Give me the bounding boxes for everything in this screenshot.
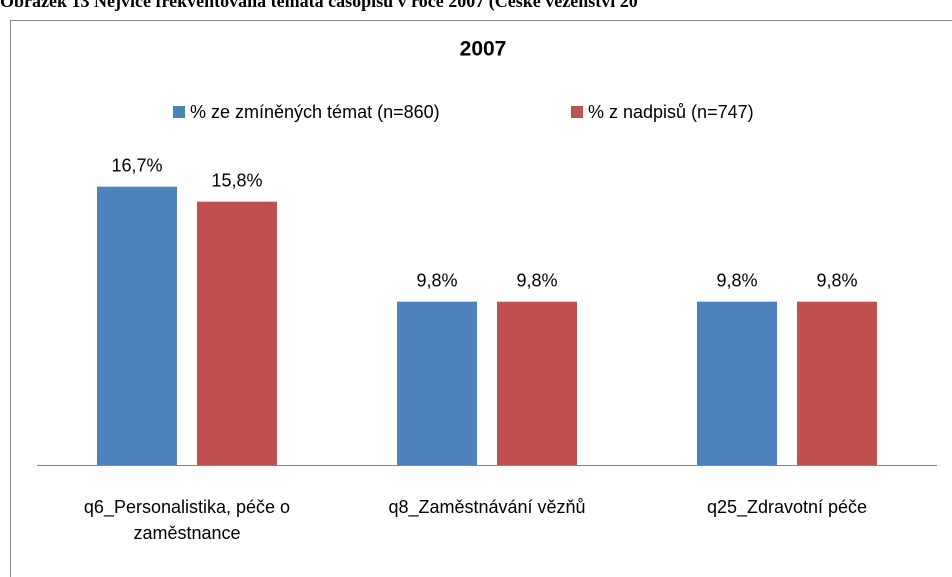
bar: [397, 301, 477, 465]
data-label: 9,8%: [416, 270, 457, 290]
legend-swatch: [571, 106, 583, 118]
legend-label: % z nadpisů (n=747): [588, 102, 754, 122]
caption: Obrázek 13 Nejvíce frekventovaná témata …: [0, 0, 638, 11]
bar: [97, 186, 177, 465]
chart-title: 2007: [460, 38, 507, 61]
bar: [197, 201, 277, 465]
bar: [797, 301, 877, 465]
data-label: 9,8%: [516, 270, 557, 290]
x-tick-label: q6_Personalistika, péče o zaměstnance: [83, 497, 291, 543]
bar: [497, 301, 577, 465]
legend-label: % ze zmíněných témat (n=860): [190, 102, 440, 122]
data-label: 15,8%: [211, 170, 262, 190]
chart-frame: [10, 20, 952, 577]
data-label: 9,8%: [816, 270, 857, 290]
data-label: 9,8%: [716, 270, 757, 290]
x-tick-label: q8_Zaměstnávání vězňů: [388, 497, 586, 517]
data-label: 16,7%: [111, 155, 162, 175]
x-tick-label: q25_Zdravotní péče: [706, 497, 868, 517]
bar: [697, 301, 777, 465]
legend-swatch: [173, 106, 185, 118]
